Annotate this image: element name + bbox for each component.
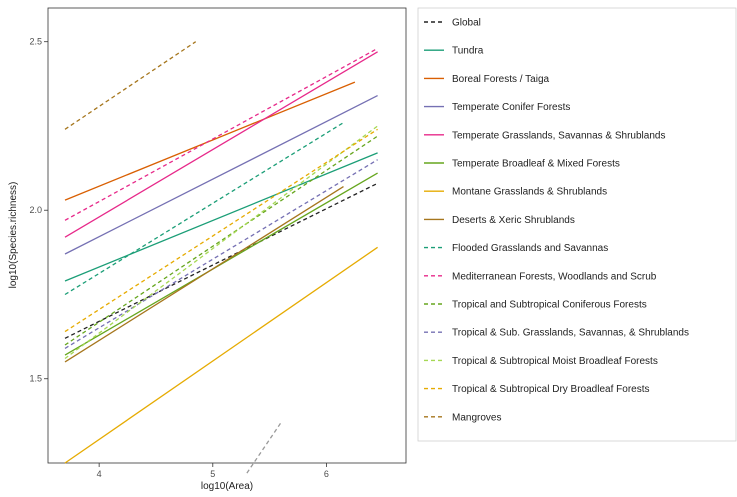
series-line-8 — [64, 122, 344, 296]
legend-label: Flooded Grasslands and Savannas — [452, 243, 608, 254]
legend-label: Mediterranean Forests, Woodlands and Scr… — [452, 271, 657, 282]
legend-label: Tropical & Subtropical Moist Broadleaf F… — [452, 356, 658, 367]
series-line-13 — [64, 128, 378, 333]
legend-label: Temperate Broadleaf & Mixed Forests — [452, 159, 620, 170]
series-line-6 — [64, 246, 378, 464]
series-line-2 — [64, 81, 356, 201]
legend-label: Global — [452, 18, 481, 29]
y-axis-title: log10(Species.richness) — [8, 182, 19, 289]
x-axis-title: log10(Area) — [201, 481, 253, 492]
y-axis-ticks: 1.5 2.0 2.5 — [29, 37, 48, 384]
legend-label: Deserts & Xeric Shrublands — [452, 215, 575, 226]
legend-item: Mediterranean Forests, Woodlands and Scr… — [424, 271, 657, 282]
legend-item: Temperate Grasslands, Savannas & Shrubla… — [424, 130, 665, 141]
series-line-7 — [64, 186, 344, 363]
series-line-4 — [64, 51, 378, 238]
series-layer — [64, 41, 378, 474]
series-line-3 — [64, 95, 378, 255]
legend: Global Tundra Boreal Forests / Taiga Temper… — [424, 18, 689, 423]
legend-label: Boreal Forests / Taiga — [452, 74, 550, 85]
series-line-11 — [64, 159, 378, 349]
x-tick-label: 4 — [97, 469, 102, 479]
series-line-12 — [64, 125, 378, 360]
y-tick-label: 2.5 — [29, 37, 42, 47]
x-tick-label: 6 — [324, 469, 329, 479]
legend-item: Temperate Conifer Forests — [424, 102, 570, 113]
legend-item: Flooded Grasslands and Savannas — [424, 243, 608, 254]
legend-label: Tropical & Subtropical Dry Broadleaf For… — [452, 384, 650, 395]
legend-item: Tropical & Sub. Grasslands, Savannas, & … — [424, 328, 689, 339]
y-tick-label: 2.0 — [29, 205, 42, 215]
legend-label: Temperate Conifer Forests — [452, 102, 570, 113]
legend-item: Tundra — [424, 46, 484, 57]
legend-item: Deserts & Xeric Shrublands — [424, 215, 575, 226]
y-tick-label: 1.5 — [29, 374, 42, 384]
x-tick-label: 5 — [210, 469, 215, 479]
legend-label: Temperate Grasslands, Savannas & Shrubla… — [452, 130, 665, 141]
legend-label: Tundra — [452, 46, 484, 57]
series-line-15 — [246, 422, 282, 474]
plot-panel — [47, 7, 407, 464]
legend-item: Global — [424, 18, 481, 29]
series-line-9 — [64, 47, 378, 221]
legend-label: Tropical & Sub. Grasslands, Savannas, & … — [452, 328, 689, 339]
legend-item: Montane Grasslands & Shrublands — [424, 187, 607, 198]
legend-label: Tropical and Subtropical Coniferous Fore… — [452, 300, 647, 311]
series-line-14 — [64, 41, 197, 130]
x-axis-ticks: 4 5 6 — [97, 463, 329, 479]
legend-item: Tropical & Subtropical Moist Broadleaf F… — [424, 356, 658, 367]
legend-label: Mangroves — [452, 412, 501, 423]
series-line-0 — [64, 182, 378, 339]
legend-item: Tropical and Subtropical Coniferous Fore… — [424, 300, 647, 311]
legend-box — [417, 7, 737, 442]
legend-item: Temperate Broadleaf & Mixed Forests — [424, 159, 620, 170]
legend-item: Mangroves — [424, 412, 501, 423]
legend-label: Montane Grasslands & Shrublands — [452, 187, 607, 198]
legend-item: Boreal Forests / Taiga — [424, 74, 550, 85]
legend-item: Tropical & Subtropical Dry Broadleaf For… — [424, 384, 650, 395]
series-line-1 — [64, 152, 378, 282]
